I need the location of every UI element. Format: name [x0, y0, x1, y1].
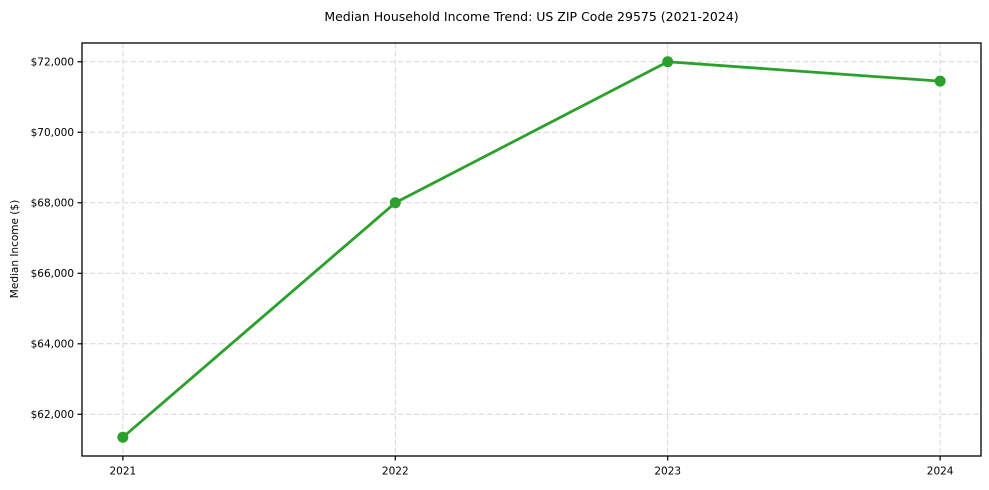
y-tick-label: $72,000 — [31, 56, 74, 68]
y-tick-label: $70,000 — [31, 127, 74, 139]
x-tick-label: 2021 — [109, 466, 136, 478]
x-tick-label: 2023 — [654, 466, 681, 478]
data-line — [121, 60, 942, 439]
data-point — [662, 56, 674, 68]
y-tick-label: $64,000 — [31, 339, 74, 351]
y-tick-label: $62,000 — [31, 409, 74, 421]
y-tick-label: $66,000 — [31, 268, 74, 280]
data-point — [389, 197, 401, 209]
plot-border — [81, 42, 982, 457]
chart-title: Median Household Income Trend: US ZIP Co… — [324, 9, 739, 24]
x-tick-label: 2024 — [927, 466, 954, 478]
data-point — [117, 431, 129, 443]
data-point — [934, 75, 946, 87]
x-tick-label: 2022 — [382, 466, 409, 478]
y-tick-label: $68,000 — [31, 197, 74, 209]
